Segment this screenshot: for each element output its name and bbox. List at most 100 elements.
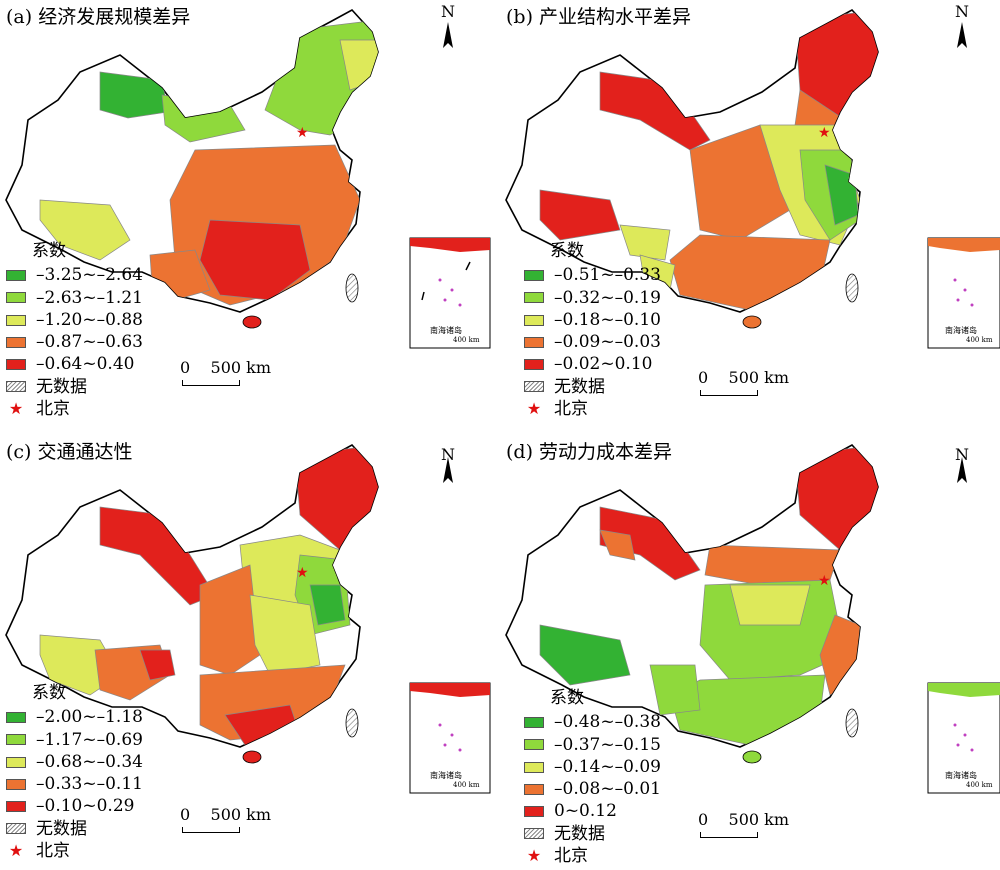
inset-scale: 400 km [453,781,480,789]
inset-scale: 400 km [966,336,993,344]
legend-item: –0.48~–0.38 [524,711,661,733]
legend-swatch [6,314,26,326]
panel-d: ★ 南海诸岛 400 km (d) 劳动力成本差异 系数 –0.48~–0.38… [500,435,1000,870]
legend-swatch [6,711,26,723]
legend-item: –0.64~0.40 [6,353,143,375]
legend-item: –0.18~–0.10 [524,309,661,331]
inset-map [927,682,1000,794]
legend-swatch [6,778,26,790]
legend: 系数 –3.25~–2.64 –2.63~–1.21 –1.20~–0.88 –… [6,240,143,420]
map-panel-b: ★ 南海诸岛 400 km [505,8,1000,349]
inset-label: 南海诸岛 [945,770,977,780]
inset-map [409,237,491,349]
legend-swatch [6,336,26,348]
map-panel-d: ★ 南海诸岛 400 km [505,443,1000,794]
north-arrow [443,22,453,48]
star-icon: ★ [526,846,542,866]
legend-item: –0.32~–0.19 [524,287,661,309]
inset-scale: 400 km [966,781,993,789]
legend-title: 系数 [550,241,584,261]
legend-item: –1.17~–0.69 [6,729,143,751]
legend-beijing: ★ 北京 [6,398,143,420]
beijing-star: ★ [818,125,831,141]
legend-item: –0.87~–0.63 [6,331,143,353]
panel-title: (d) 劳动力成本差异 [506,441,673,463]
inset-label: 南海诸岛 [430,770,462,780]
panel-title: (b) 产业结构水平差异 [506,6,692,28]
legend-title: 系数 [550,688,584,708]
legend-item: –0.33~–0.11 [6,773,143,795]
star-icon: ★ [8,399,24,419]
hainan-island [242,315,262,329]
panel-a: ★ 南海诸岛 400 km (a) 经济发展规模差异 系数 –3.25~–2.6… [0,0,500,435]
inset-map [409,682,491,794]
legend-item: –2.63~–1.21 [6,287,143,309]
legend-beijing: ★ 北京 [524,845,661,867]
taiwan-island [345,708,359,738]
north-label: N [441,445,455,464]
panel-c: ★ 南海诸岛 400 km (c) 交通通达性 系数 –2.00~–1.18 –… [0,435,500,870]
region-a-nw [99,71,169,119]
legend-item: –2.00~–1.18 [6,706,143,728]
legend-item: 0~0.12 [524,800,661,822]
legend-item: –3.25~–2.64 [6,264,143,286]
hainan-island [742,750,762,764]
legend-beijing: ★ 北京 [6,840,143,862]
map-panel-c: ★ 南海诸岛 400 km [5,443,491,794]
region-d-center2 [729,584,811,626]
legend-nodata: 无数据 [6,818,143,840]
inset-label: 南海诸岛 [430,325,462,335]
legend-swatch [6,801,26,813]
legend-swatch [6,359,26,371]
legend: 系数 –0.48~–0.38 –0.37~–0.15 –0.14~–0.09 –… [524,687,661,867]
legend-item: –1.20~–0.88 [6,309,143,331]
region-a-south [199,219,311,301]
legend-nodata: 无数据 [6,376,143,398]
inset-scale: 400 km [453,336,480,344]
hatch-swatch [524,828,544,840]
inset-map [927,237,1000,349]
north-label: N [955,445,969,464]
region-d-sw [539,624,631,686]
north-arrow [957,22,967,48]
north-label: N [441,2,455,21]
legend-item: –0.68~–0.34 [6,751,143,773]
region-c-center [199,564,261,676]
region-c-sw3 [139,649,176,681]
panel-title: (c) 交通通达性 [6,441,133,463]
legend-swatch [524,314,544,326]
star-icon: ★ [526,399,542,419]
legend-item: –0.51~–0.33 [524,264,661,286]
hatch-swatch [524,381,544,393]
hatch-swatch [6,823,26,835]
legend-beijing: ★ 北京 [524,398,661,420]
legend: 系数 –2.00~–1.18 –1.17~–0.69 –0.68~–0.34 –… [6,682,143,862]
legend-nodata: 无数据 [524,823,661,845]
inset-label: 南海诸岛 [945,325,977,335]
legend-swatch [524,716,544,728]
legend-swatch [524,359,544,371]
hatch-swatch [6,381,26,393]
north-arrow [443,457,453,483]
beijing-star: ★ [296,565,309,581]
taiwan-island [845,273,859,303]
legend-swatch [524,783,544,795]
region-a-sw [39,199,131,261]
legend-swatch [524,761,544,773]
north-arrow [957,457,967,483]
region-c-n3 [309,584,346,626]
region-d-sw2 [649,664,701,716]
legend-swatch [524,336,544,348]
legend-item: –0.37~–0.15 [524,734,661,756]
legend-swatch [6,756,26,768]
taiwan-island [345,273,359,303]
legend-item: –0.09~–0.03 [524,331,661,353]
legend-swatch [524,806,544,818]
star-icon: ★ [8,841,24,861]
region-b-sw [539,189,621,241]
hainan-island [242,750,262,764]
north-label: N [955,2,969,21]
legend-swatch [524,292,544,304]
legend-swatch [6,292,26,304]
map-panel-a: ★ 南海诸岛 400 km [5,8,491,349]
